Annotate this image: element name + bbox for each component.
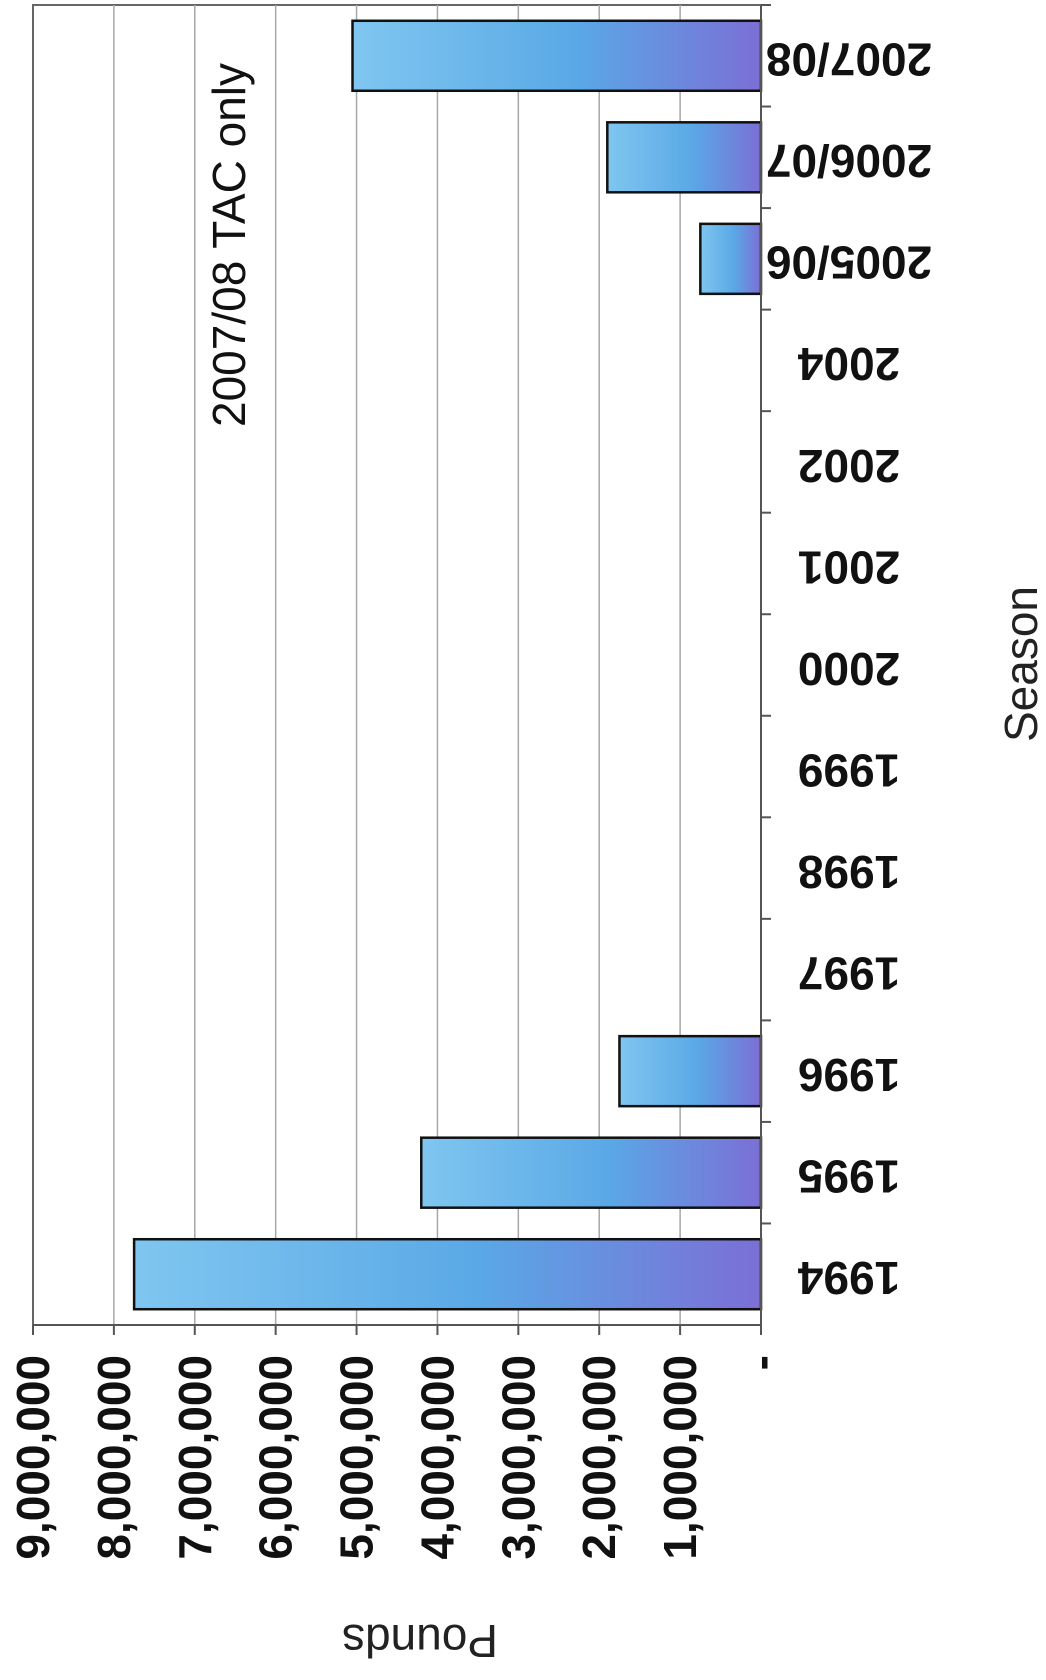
category-label: 2001 [798,541,900,593]
plot-area [32,4,762,1326]
value-tick-label: 6,000,000 [250,1355,302,1560]
annotation: 2007/08 TAC only [203,63,255,427]
value-tick-label: 4,000,000 [411,1355,463,1560]
x-axis-title: Season [995,586,1046,742]
value-tick-label: - [735,1355,787,1370]
category-label: 1998 [798,846,900,898]
category-label: 1994 [797,1252,900,1304]
value-tick-label: 9,000,000 [7,1355,59,1560]
category-label: 2007/08 [766,34,932,86]
bar-2007-08 [351,19,763,93]
bar-1994 [132,1237,763,1311]
bar-2005-06 [699,222,763,296]
category-label: 1999 [798,744,900,796]
value-tick-label: 2,000,000 [573,1355,625,1560]
category-label: 1995 [798,1151,900,1203]
value-tick-label: 5,000,000 [331,1355,383,1560]
value-tick-label: 3,000,000 [492,1355,544,1560]
category-label: 1996 [798,1049,900,1101]
value-tick-label: 8,000,000 [88,1355,140,1560]
value-tick-label: 7,000,000 [169,1355,221,1560]
category-label: 1997 [798,947,900,999]
bar-1996 [618,1034,763,1108]
bar-1995 [420,1136,763,1209]
category-label: 2006/07 [766,135,932,187]
category-label: 2004 [797,338,900,390]
y-axis-title: Pounds [342,1615,498,1667]
bar-2006-07 [606,121,763,194]
category-label: 2000 [798,643,900,695]
category-label: 2005/06 [766,237,932,289]
category-label: 2002 [798,440,900,492]
value-tick-label: 1,000,000 [654,1355,706,1560]
